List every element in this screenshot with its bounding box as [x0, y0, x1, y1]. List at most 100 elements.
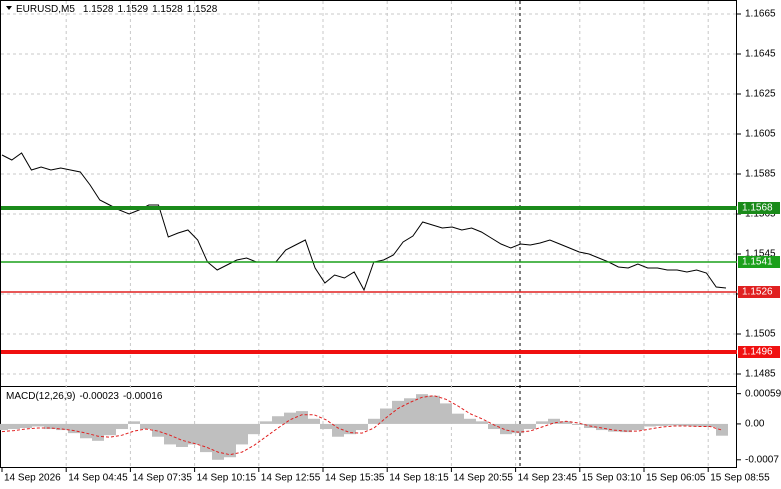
macd-bar: [464, 418, 476, 424]
indicator-value: -0.00016: [123, 391, 163, 402]
y-tick-label: 1.1585: [745, 169, 776, 180]
macd-bar: [32, 423, 44, 427]
macd-bar: [668, 423, 680, 426]
macd-bar: [44, 423, 56, 430]
x-tick-label: 14 Sep 04:45: [68, 473, 128, 484]
x-tick-label: 14 Sep 20:55: [453, 473, 513, 484]
macd-bar: [704, 423, 716, 427]
level-label-box: [738, 286, 780, 298]
x-tick-label: 14 Sep 10:15: [197, 473, 257, 484]
x-tick-label: 14 Sep 2026: [4, 473, 61, 484]
x-tick-label: 15 Sep 08:55: [710, 473, 770, 484]
macd-bar: [656, 423, 668, 426]
macd-bar: [260, 421, 272, 424]
macd-bar: [308, 418, 320, 424]
macd-bar: [320, 423, 332, 430]
indicator-value: -0.00023: [79, 391, 119, 402]
level-label-box: [738, 346, 780, 358]
level-label: 1.1568: [742, 203, 773, 214]
macd-bar: [524, 423, 536, 430]
macd-bar: [332, 423, 344, 437]
macd-bar: [224, 423, 236, 458]
y-tick-label: 1.1625: [745, 89, 776, 100]
level-label: 1.1496: [742, 347, 773, 358]
macd-bar: [716, 423, 728, 436]
macd-bar: [560, 421, 572, 424]
macd-bar: [164, 423, 176, 445]
price-line: [1, 152, 727, 292]
macd-bar: [296, 411, 308, 424]
macd-bar: [608, 423, 620, 432]
y-tick-label: 1.1545: [745, 249, 776, 260]
x-tick-label: 14 Sep 15:35: [325, 473, 385, 484]
indicator-name: MACD(12,26,9): [6, 391, 75, 402]
macd-bar: [92, 423, 104, 441]
macd-bar: [140, 423, 152, 430]
macd-bar: [440, 403, 452, 424]
macd-bar: [0, 423, 8, 431]
macd-bar: [176, 423, 188, 447]
macd-bar: [680, 423, 692, 426]
y-tick-label: 1.1665: [745, 9, 776, 20]
y-tick-label: 1.1645: [745, 49, 776, 60]
x-tick-label: 14 Sep 23:45: [518, 473, 578, 484]
macd-bar: [572, 423, 584, 425]
signal-line: [1, 395, 723, 456]
macd-bar: [356, 423, 368, 431]
macd-bar: [152, 423, 164, 437]
macd-bar: [452, 413, 464, 424]
y-tick-label: 0.00059: [745, 388, 781, 399]
macd-bar: [488, 423, 500, 430]
plot-frame: [0, 0, 737, 468]
macd-bar: [476, 421, 488, 424]
macd-bar: [596, 423, 608, 431]
ohlc-value: 1.1528: [83, 4, 114, 15]
macd-bar: [284, 412, 296, 424]
ohlc-value: 1.1528: [187, 4, 218, 15]
macd-bar: [8, 423, 20, 430]
macd-bar: [692, 423, 704, 427]
symbol: EURUSD,M5: [16, 4, 75, 15]
y-tick-label: -0.0007: [745, 454, 779, 465]
macd-bar: [128, 421, 140, 424]
macd-bar: [212, 423, 224, 460]
macd-bar: [548, 418, 560, 424]
x-tick-label: 14 Sep 12:55: [261, 473, 321, 484]
macd-bar: [392, 400, 404, 424]
x-tick-label: 15 Sep 03:10: [582, 473, 642, 484]
macd-bar: [188, 423, 200, 445]
macd-bar: [56, 423, 68, 431]
x-tick-label: 14 Sep 18:15: [389, 473, 449, 484]
ohlc-value: 1.1529: [118, 4, 149, 15]
ohlc-value: 1.1528: [152, 4, 183, 15]
chart-header: EURUSD,M5 1.1528 1.1529 1.1528 1.1528: [16, 4, 218, 15]
macd-bar: [104, 423, 116, 436]
macd-bar: [236, 423, 248, 445]
x-tick-label: 14 Sep 07:35: [132, 473, 192, 484]
level-label-box: [738, 202, 780, 214]
level-label: 1.1526: [742, 287, 773, 298]
macd-bar: [500, 423, 512, 435]
macd-bar: [620, 423, 632, 433]
y-tick-label: 1.1565: [745, 209, 776, 220]
macd-bar: [272, 416, 284, 424]
y-tick-label: 0.00: [745, 419, 765, 430]
y-tick-label: 1.1605: [745, 129, 776, 140]
y-tick-label: 1.1485: [745, 369, 776, 380]
macd-bar: [368, 418, 380, 424]
macd-bar: [20, 423, 32, 429]
macd-bar: [344, 423, 356, 435]
macd-bar: [80, 423, 92, 439]
macd-bar: [116, 423, 128, 430]
macd-bar: [248, 423, 260, 435]
macd-bar: [632, 423, 644, 431]
macd-bar: [68, 423, 80, 434]
y-tick-label: 1.1505: [745, 329, 776, 340]
level-label-box: [738, 256, 780, 268]
macd-bar: [428, 395, 440, 424]
macd-bar: [644, 423, 656, 427]
x-tick-label: 15 Sep 06:05: [646, 473, 706, 484]
macd-bar: [380, 408, 392, 424]
macd-bar: [404, 398, 416, 424]
